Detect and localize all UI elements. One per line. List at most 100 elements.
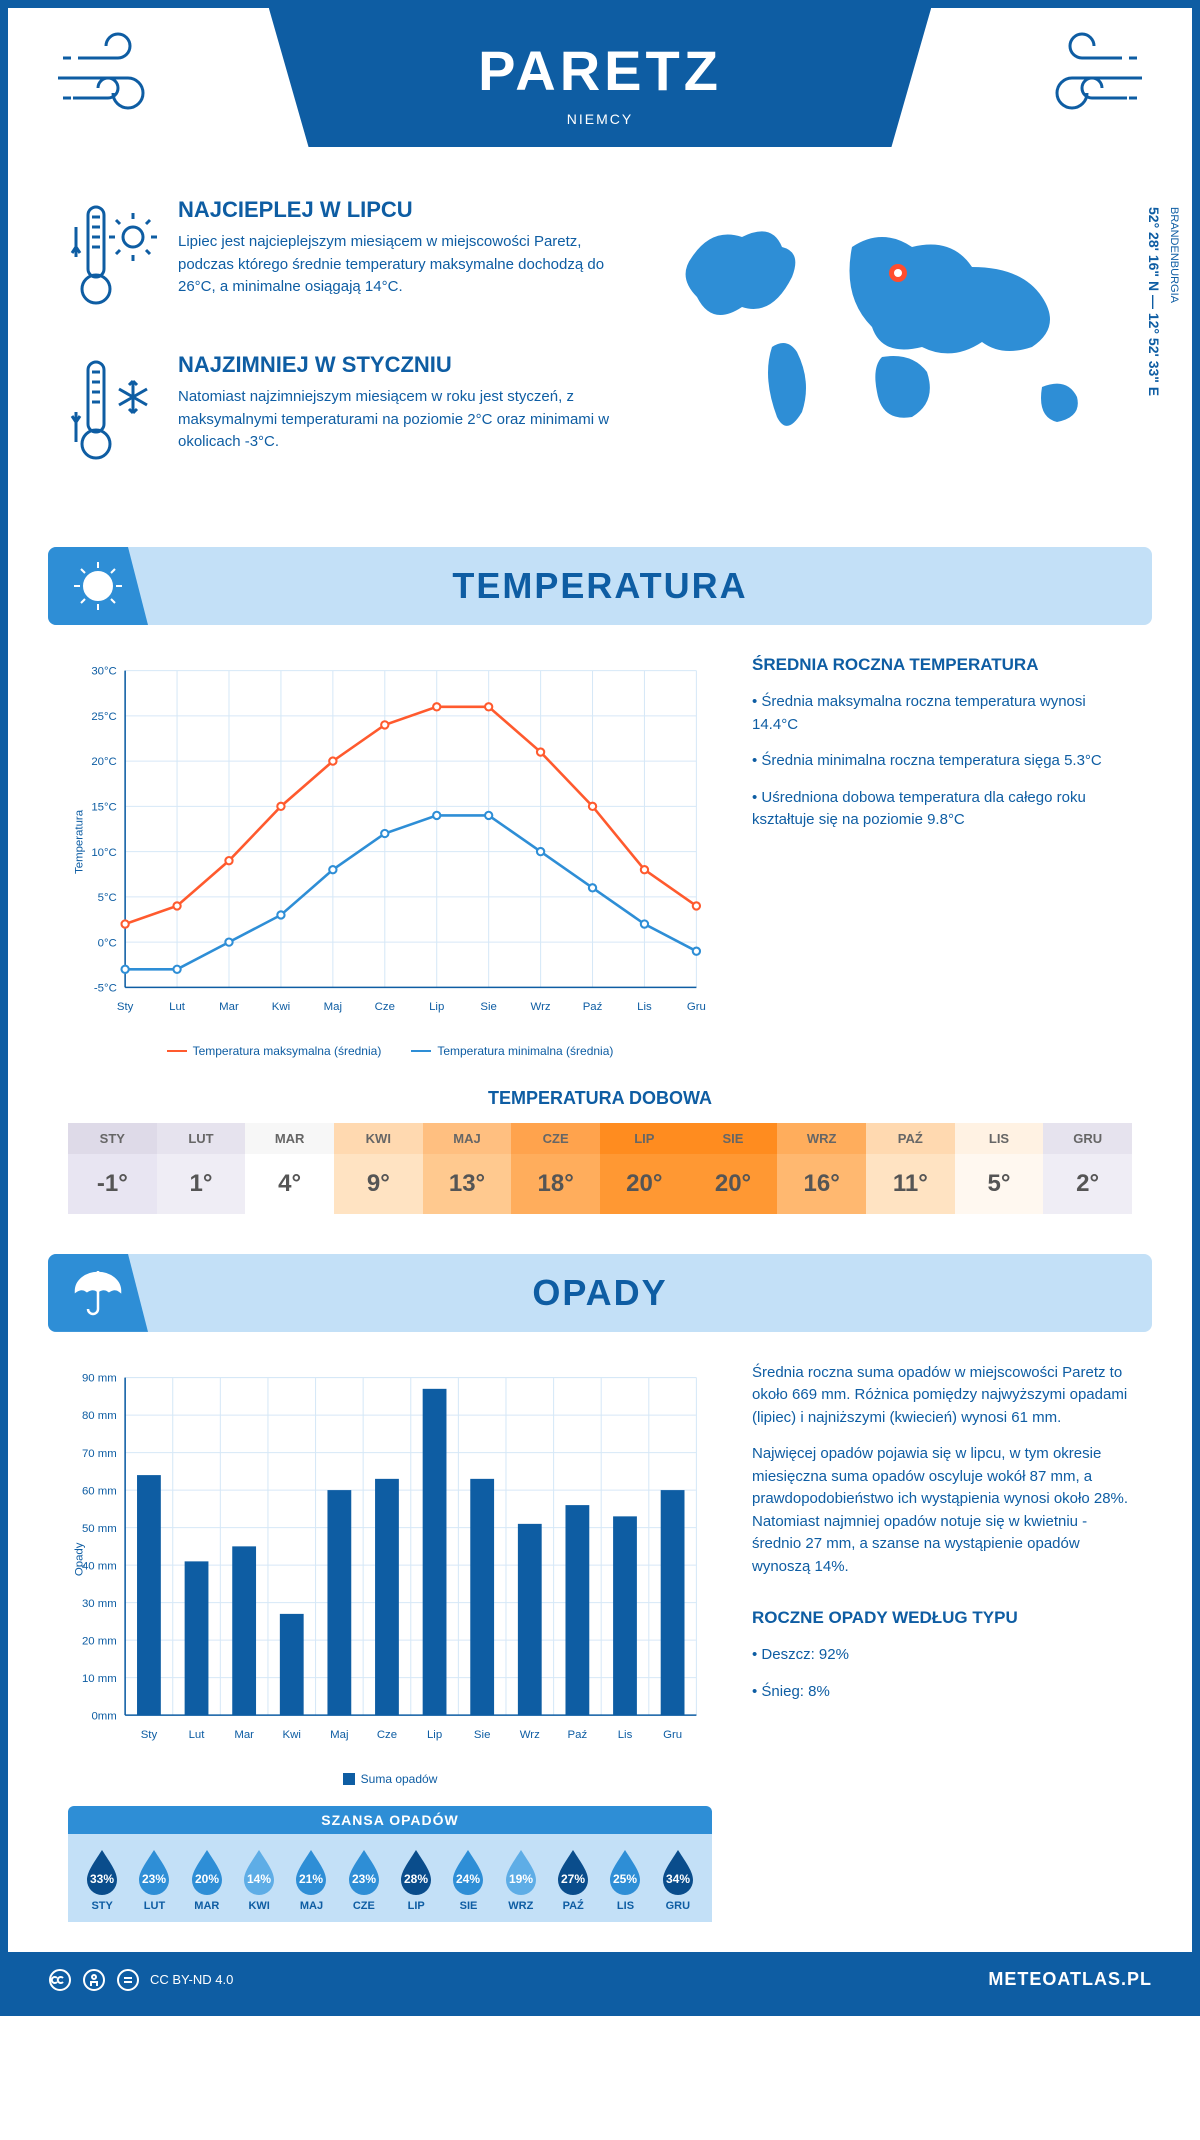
svg-text:23%: 23% (352, 1872, 376, 1886)
svg-text:23%: 23% (142, 1872, 166, 1886)
svg-text:20°C: 20°C (91, 756, 117, 768)
rain-chance-drop: 28%LIP (392, 1848, 440, 1912)
rain-chance-drop: 20%MAR (183, 1848, 231, 1912)
annual-bullet: • Średnia maksymalna roczna temperatura … (752, 691, 1132, 736)
svg-text:50 mm: 50 mm (82, 1523, 117, 1535)
svg-text:Sty: Sty (117, 1001, 134, 1013)
daily-month-header: GRU (1043, 1123, 1132, 1154)
rain-chance-title: SZANSA OPADÓW (68, 1806, 712, 1834)
svg-text:Mar: Mar (234, 1729, 254, 1741)
daily-temp-value: 11° (866, 1154, 955, 1214)
svg-text:34%: 34% (666, 1872, 690, 1886)
rain-title: OPADY (48, 1272, 1152, 1314)
by-icon (82, 1968, 106, 1992)
footer: CC BY-ND 4.0 METEOATLAS.PL (8, 1952, 1192, 2008)
daily-temp-value: 13° (423, 1154, 512, 1214)
svg-text:70 mm: 70 mm (82, 1448, 117, 1460)
rain-chance-drop: 27%PAŹ (549, 1848, 597, 1912)
svg-text:20%: 20% (195, 1872, 219, 1886)
daily-month-header: WRZ (777, 1123, 866, 1154)
header: PARETZ NIEMCY (8, 8, 1192, 167)
svg-text:0mm: 0mm (91, 1710, 116, 1722)
svg-text:Wrz: Wrz (520, 1729, 540, 1741)
daily-temp-value: 4° (245, 1154, 334, 1214)
nd-icon (116, 1968, 140, 1992)
rain-chance-drop: 23%CZE (340, 1848, 388, 1912)
svg-text:Maj: Maj (330, 1729, 348, 1741)
rain-section-bar: OPADY (48, 1254, 1152, 1332)
svg-text:80 mm: 80 mm (82, 1410, 117, 1422)
coldest-body: Natomiast najzimniejszym miesiącem w rok… (178, 386, 612, 454)
daily-month-header: MAR (245, 1123, 334, 1154)
title-banner: PARETZ NIEMCY (269, 8, 931, 147)
rain-chance-drop: 33%STY (78, 1848, 126, 1912)
temperature-line-chart: -5°C0°C5°C10°C15°C20°C25°C30°CStyLutMarK… (68, 655, 712, 1029)
svg-text:Kwi: Kwi (272, 1001, 290, 1013)
thermometer-hot-icon (68, 197, 158, 322)
svg-text:Lip: Lip (429, 1001, 444, 1013)
coordinates-label: 52° 28' 16" N — 12° 52' 33" E (1146, 207, 1162, 396)
world-map-svg (652, 197, 1132, 457)
daily-temp-value: 5° (955, 1154, 1044, 1214)
annual-title: ŚREDNIA ROCZNA TEMPERATURA (752, 655, 1132, 675)
rain-by-type-title: ROCZNE OPADY WEDŁUG TYPU (752, 1608, 1132, 1628)
annual-bullet: • Średnia minimalna roczna temperatura s… (752, 750, 1132, 773)
daily-month-header: SIE (689, 1123, 778, 1154)
thermometer-cold-icon (68, 352, 158, 477)
svg-text:90 mm: 90 mm (82, 1373, 117, 1385)
warmest-block: NAJCIEPLEJ W LIPCU Lipiec jest najcieple… (68, 197, 612, 322)
rain-legend: Suma opadów (68, 1772, 712, 1786)
svg-text:19%: 19% (509, 1872, 533, 1886)
svg-text:27%: 27% (561, 1872, 585, 1886)
coldest-block: NAJZIMNIEJ W STYCZNIU Natomiast najzimni… (68, 352, 612, 477)
legend-max-label: Temperatura maksymalna (średnia) (193, 1044, 382, 1058)
annual-bullet: • Uśredniona dobowa temperatura dla całe… (752, 787, 1132, 832)
temperature-annual-text: ŚREDNIA ROCZNA TEMPERATURA • Średnia mak… (752, 655, 1132, 1058)
svg-text:Gru: Gru (663, 1729, 682, 1741)
daily-temperature: TEMPERATURA DOBOWA STYLUTMARKWIMAJCZELIP… (8, 1088, 1192, 1244)
daily-month-header: MAJ (423, 1123, 512, 1154)
svg-text:60 mm: 60 mm (82, 1485, 117, 1497)
svg-text:14%: 14% (247, 1872, 271, 1886)
rain-chance-drop: 21%MAJ (287, 1848, 335, 1912)
rain-bar-chart: 0mm10 mm20 mm30 mm40 mm50 mm60 mm70 mm80… (68, 1362, 712, 1757)
svg-text:Lip: Lip (427, 1729, 442, 1741)
rain-text-1: Średnia roczna suma opadów w miejscowośc… (752, 1362, 1132, 1430)
daily-month-header: LIS (955, 1123, 1044, 1154)
daily-month-header: KWI (334, 1123, 423, 1154)
rain-body: 0mm10 mm20 mm30 mm40 mm50 mm60 mm70 mm80… (8, 1332, 1192, 1952)
site-name: METEOATLAS.PL (988, 1969, 1152, 1990)
rain-chance-drop: 24%SIE (444, 1848, 492, 1912)
daily-temp-value: 9° (334, 1154, 423, 1214)
daily-temp-value: 2° (1043, 1154, 1132, 1214)
temperature-body: -5°C0°C5°C10°C15°C20°C25°C30°CStyLutMarK… (8, 625, 1192, 1088)
svg-text:Sie: Sie (480, 1001, 497, 1013)
temperature-legend: Temperatura maksymalna (średnia) Tempera… (68, 1044, 712, 1058)
rain-legend-label: Suma opadów (361, 1772, 438, 1786)
svg-text:Paź: Paź (583, 1001, 603, 1013)
temperature-section-bar: TEMPERATURA (48, 547, 1152, 625)
svg-text:33%: 33% (90, 1872, 114, 1886)
daily-temp-value: -1° (68, 1154, 157, 1214)
svg-text:Lis: Lis (637, 1001, 652, 1013)
page-subtitle: NIEMCY (369, 111, 831, 127)
cc-icon (48, 1968, 72, 1992)
daily-month-header: STY (68, 1123, 157, 1154)
svg-text:Cze: Cze (377, 1729, 397, 1741)
rain-chance-drop: 19%WRZ (497, 1848, 545, 1912)
daily-month-header: LUT (157, 1123, 246, 1154)
map-marker-icon (889, 264, 907, 282)
rain-type-bullet: • Deszcz: 92% (752, 1644, 1132, 1667)
rain-text-2: Najwięcej opadów pojawia się w lipcu, w … (752, 1443, 1132, 1578)
daily-temp-value: 16° (777, 1154, 866, 1214)
svg-text:20 mm: 20 mm (82, 1635, 117, 1647)
daily-title: TEMPERATURA DOBOWA (68, 1088, 1132, 1109)
svg-text:24%: 24% (456, 1872, 480, 1886)
svg-text:Sie: Sie (474, 1729, 491, 1741)
svg-text:Temperatura: Temperatura (74, 809, 86, 874)
legend-min-label: Temperatura minimalna (średnia) (437, 1044, 613, 1058)
svg-text:-5°C: -5°C (94, 983, 117, 995)
license-text: CC BY-ND 4.0 (150, 1972, 233, 1987)
rain-chance-drop: 14%KWI (235, 1848, 283, 1912)
svg-text:25%: 25% (613, 1872, 637, 1886)
